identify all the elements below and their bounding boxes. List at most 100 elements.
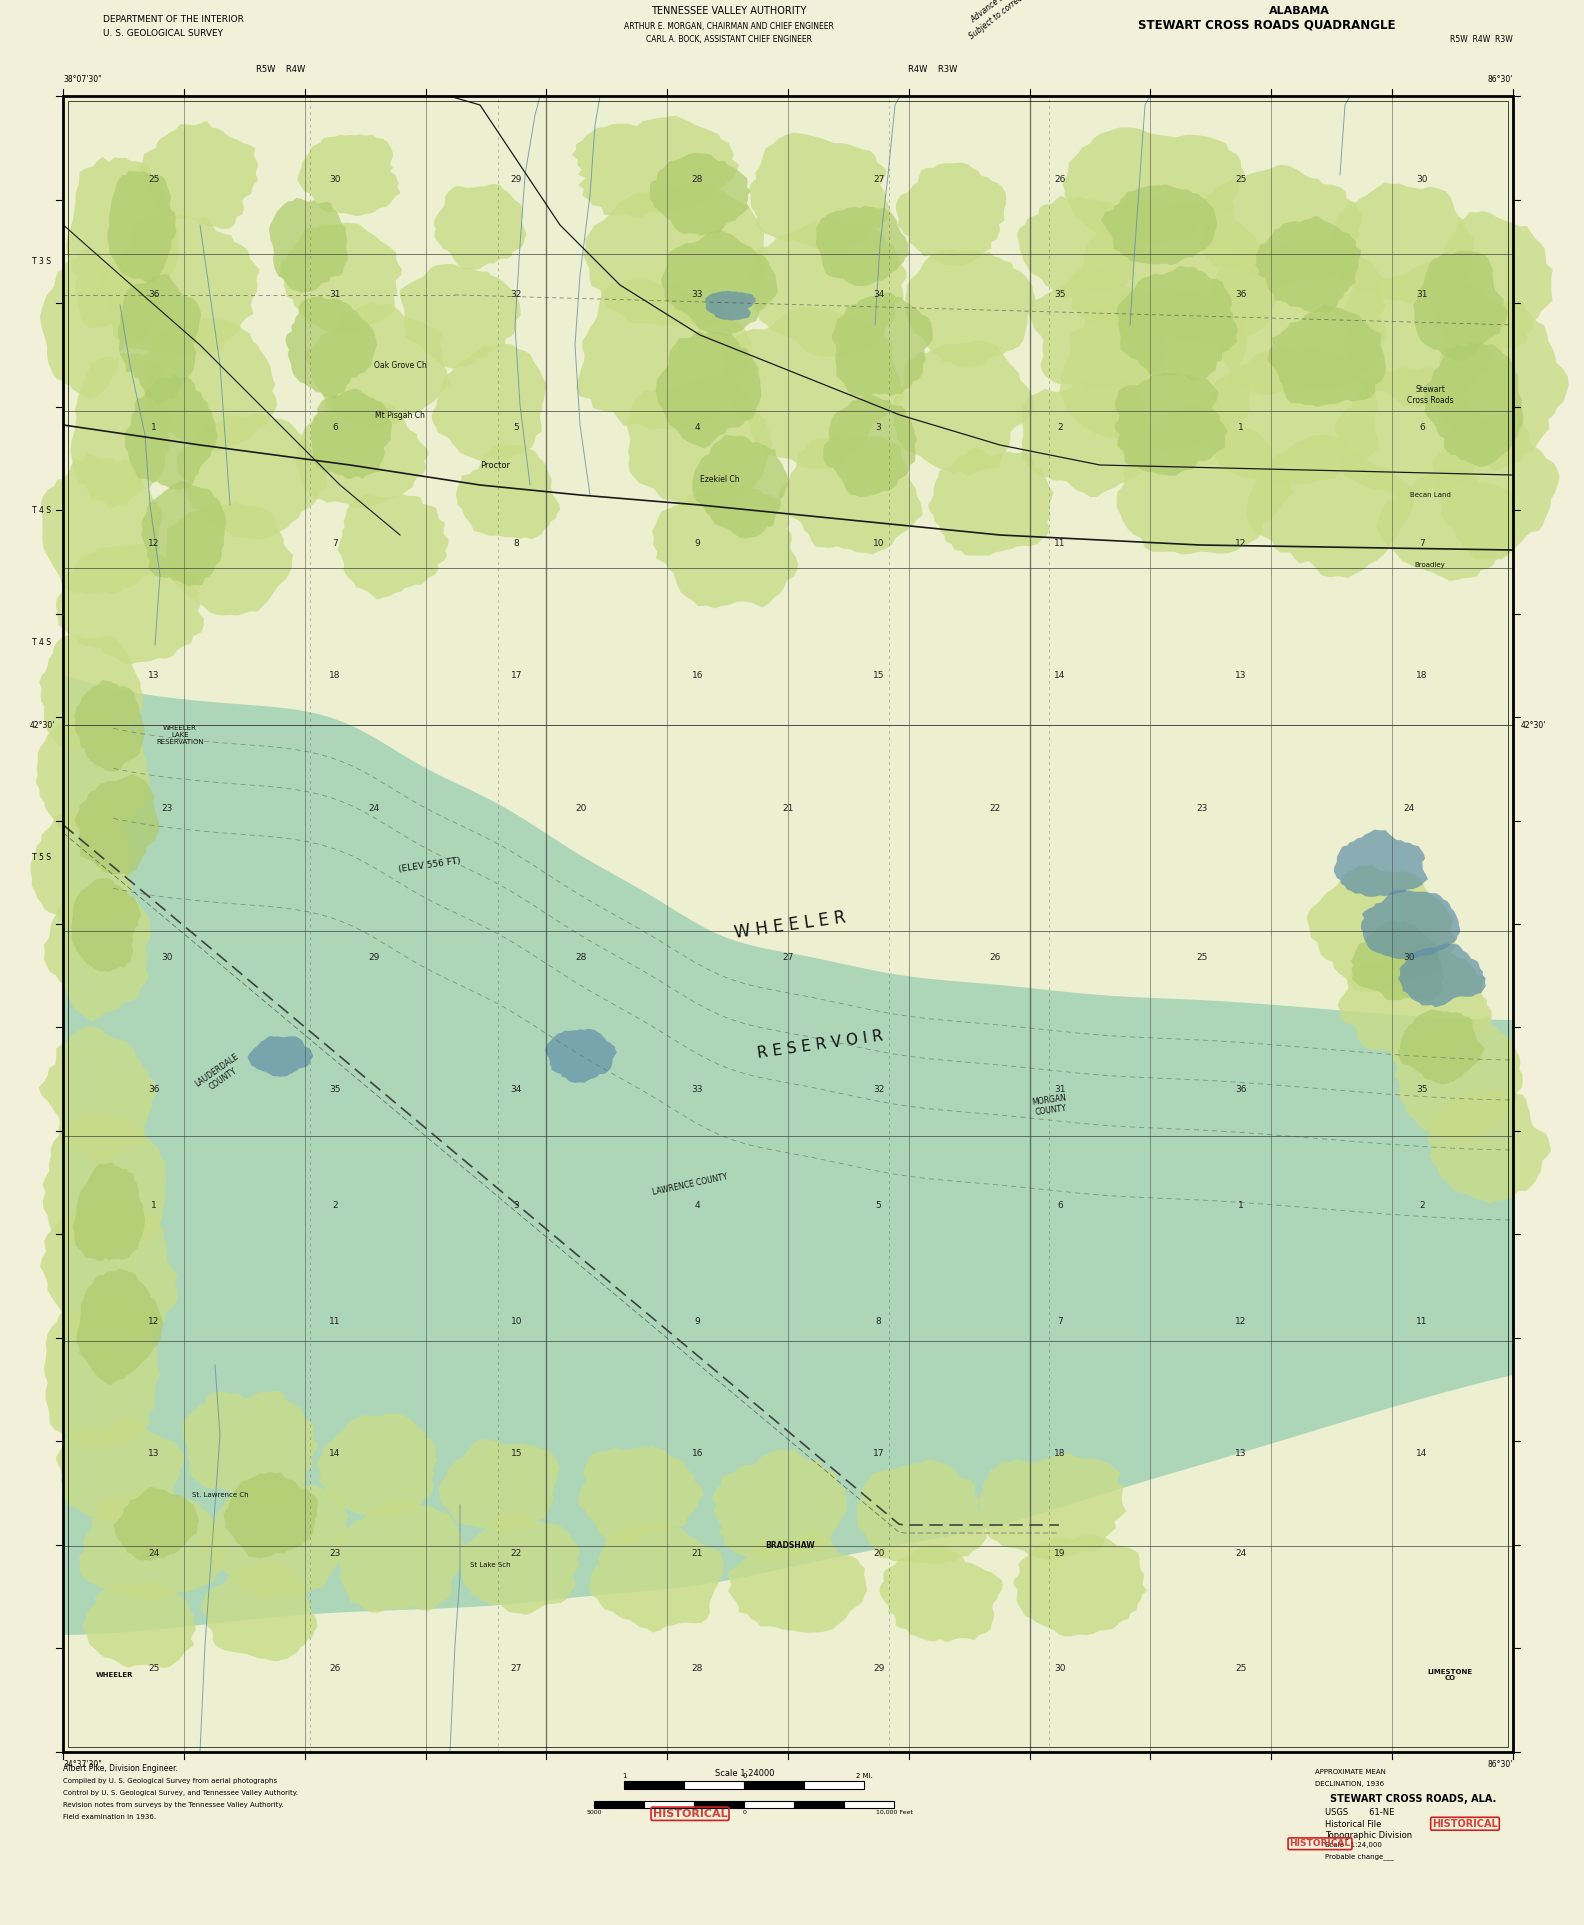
Text: 18: 18 [329, 672, 341, 680]
Text: 27: 27 [510, 1665, 523, 1673]
Polygon shape [124, 375, 217, 489]
Polygon shape [1434, 300, 1568, 470]
Text: HISTORICAL: HISTORICAL [653, 1810, 727, 1819]
Polygon shape [589, 1523, 724, 1632]
Text: Probable change___: Probable change___ [1324, 1852, 1394, 1860]
Polygon shape [117, 273, 201, 404]
Text: ALABAMA: ALABAMA [1269, 6, 1329, 15]
Text: Proctor: Proctor [480, 460, 510, 470]
Text: 20: 20 [575, 803, 586, 812]
Polygon shape [778, 435, 922, 554]
Polygon shape [67, 156, 179, 341]
Text: 29: 29 [367, 953, 380, 962]
Text: 11: 11 [1053, 539, 1066, 549]
Text: 24: 24 [1403, 803, 1415, 812]
Text: 5: 5 [513, 424, 520, 431]
Text: 17: 17 [873, 1450, 884, 1459]
Text: 33: 33 [692, 1086, 703, 1093]
Text: 6: 6 [333, 424, 337, 431]
Text: 30: 30 [329, 175, 341, 183]
Polygon shape [285, 296, 377, 398]
Polygon shape [44, 1294, 160, 1450]
Text: 34: 34 [510, 1086, 523, 1093]
Bar [624, 1781, 684, 1788]
Text: 1: 1 [1239, 424, 1243, 431]
Polygon shape [713, 1450, 847, 1563]
Text: HISTORICAL: HISTORICAL [1432, 1819, 1498, 1829]
Polygon shape [141, 481, 227, 587]
Polygon shape [55, 1419, 184, 1523]
Polygon shape [832, 293, 933, 397]
Text: DEPARTMENT OF THE INTERIOR: DEPARTMENT OF THE INTERIOR [103, 15, 244, 25]
Polygon shape [1337, 947, 1492, 1063]
Polygon shape [82, 1582, 196, 1667]
Bar [805, 1781, 865, 1788]
Text: 28: 28 [692, 175, 703, 183]
Text: BRADSHAW: BRADSHAW [765, 1540, 814, 1550]
Polygon shape [434, 185, 526, 270]
Text: 31: 31 [329, 291, 341, 300]
Polygon shape [1117, 404, 1294, 554]
Text: APPROXIMATE MEAN: APPROXIMATE MEAN [1315, 1769, 1386, 1775]
Polygon shape [749, 133, 890, 250]
Polygon shape [1022, 375, 1155, 497]
Polygon shape [70, 352, 169, 508]
Text: 25: 25 [1196, 953, 1209, 962]
Polygon shape [721, 306, 904, 468]
Polygon shape [824, 395, 917, 497]
Polygon shape [55, 545, 204, 664]
Text: 36: 36 [149, 291, 160, 300]
Bar [63, 96, 1513, 1752]
Polygon shape [705, 291, 756, 320]
Text: (ELEV 556 FT): (ELEV 556 FT) [398, 857, 461, 874]
Text: 4: 4 [695, 424, 700, 431]
Text: ARTHUR E. MORGAN, CHAIRMAN AND CHIEF ENGINEER: ARTHUR E. MORGAN, CHAIRMAN AND CHIEF ENG… [624, 23, 833, 31]
Polygon shape [456, 445, 561, 539]
Polygon shape [1399, 1009, 1484, 1084]
Polygon shape [73, 1163, 146, 1261]
Text: 13: 13 [149, 1450, 160, 1459]
Text: 10: 10 [510, 1317, 523, 1326]
Text: 3: 3 [513, 1201, 520, 1211]
Text: STEWART CROSS ROADS, ALA.: STEWART CROSS ROADS, ALA. [1329, 1794, 1495, 1804]
Text: R5W    R4W: R5W R4W [257, 65, 306, 75]
Polygon shape [1069, 198, 1277, 346]
Polygon shape [223, 1471, 318, 1557]
Text: 25: 25 [149, 1665, 160, 1673]
Text: 22: 22 [510, 1548, 521, 1557]
Text: 38°07'30": 38°07'30" [63, 75, 101, 85]
Bar [63, 96, 1513, 1752]
Polygon shape [138, 121, 258, 229]
Polygon shape [656, 331, 762, 449]
Text: 18: 18 [1416, 672, 1427, 680]
Polygon shape [749, 219, 906, 356]
Text: 4: 4 [695, 1201, 700, 1211]
Polygon shape [1376, 466, 1516, 581]
Text: R5W  R4W  R3W: R5W R4W R3W [1449, 35, 1513, 44]
Polygon shape [1351, 920, 1445, 1001]
Text: 27: 27 [782, 953, 794, 962]
Text: 31: 31 [1053, 1086, 1066, 1093]
Bar [694, 1800, 744, 1808]
Text: 10,000 Feet: 10,000 Feet [876, 1810, 912, 1815]
Polygon shape [661, 231, 778, 337]
Text: 15: 15 [510, 1450, 523, 1459]
Text: 2 Mi.: 2 Mi. [855, 1773, 873, 1779]
Polygon shape [1255, 216, 1361, 314]
Text: 13: 13 [149, 672, 160, 680]
Polygon shape [337, 495, 448, 601]
Polygon shape [1413, 250, 1508, 362]
Text: 23: 23 [329, 1548, 341, 1557]
Text: TENNESSEE VALLEY AUTHORITY: TENNESSEE VALLEY AUTHORITY [651, 6, 806, 15]
Text: Mt Pisgah Ch: Mt Pisgah Ch [375, 410, 425, 420]
Polygon shape [653, 483, 798, 608]
Text: 23: 23 [1196, 803, 1209, 812]
Text: 1: 1 [623, 1773, 627, 1779]
Text: T 3 S: T 3 S [32, 258, 51, 266]
Text: 30: 30 [1403, 953, 1415, 962]
Polygon shape [583, 183, 765, 327]
Text: 42°30': 42°30' [30, 720, 55, 730]
Text: St. Lawrence Ch: St. Lawrence Ch [192, 1492, 249, 1498]
Polygon shape [296, 400, 429, 508]
Text: 0: 0 [743, 1773, 746, 1779]
